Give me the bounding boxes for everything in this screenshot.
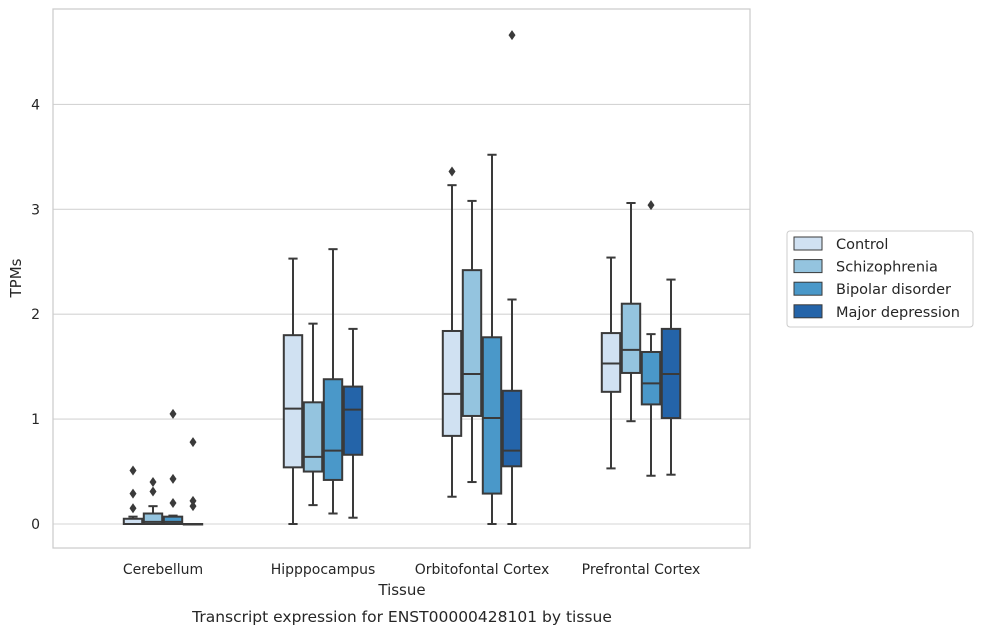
box: [600, 256, 622, 470]
y-axis-label: TPMs: [7, 258, 25, 298]
box: [322, 248, 344, 515]
outlier-point: [169, 473, 177, 484]
y-tick-label: 1: [31, 412, 40, 428]
y-tick-label: 4: [31, 97, 40, 113]
x-tick-label: Prefrontal Cortex: [582, 562, 701, 578]
box: [142, 477, 164, 526]
box: [501, 30, 523, 525]
outlier-point: [189, 495, 197, 506]
y-tick-label: 0: [31, 517, 40, 533]
legend-label: Bipolar disorder: [836, 282, 951, 298]
x-tick-label: Orbitofontal Cortex: [415, 562, 550, 578]
box-body: [142, 512, 164, 526]
box-body: [162, 515, 184, 525]
box: [162, 408, 184, 525]
legend-swatch: [793, 259, 823, 274]
grid-lines: [53, 103, 750, 525]
box: [620, 202, 642, 423]
box: [441, 166, 463, 498]
box-body: [461, 269, 483, 417]
legend-swatch: [793, 281, 823, 296]
box: [461, 199, 483, 484]
y-axis-ticks: 0 1 2 3 4: [31, 97, 40, 533]
series-major-depression: [182, 30, 682, 526]
box-body: [342, 385, 364, 456]
legend-label: Major depression: [836, 305, 960, 321]
box-body: [620, 302, 642, 374]
box: [282, 257, 304, 525]
box-body: [322, 378, 344, 481]
x-tick-label: Cerebellum: [123, 562, 203, 578]
legend-frame: [786, 230, 974, 328]
box: [182, 437, 204, 526]
box-body: [640, 350, 662, 406]
box-body: [441, 329, 463, 437]
outlier-point: [129, 465, 137, 476]
series-schizophrenia: [142, 199, 642, 526]
box-body: [481, 336, 503, 495]
box-body: [600, 332, 622, 393]
y-tick-label: 2: [31, 307, 40, 323]
legend-swatch: [793, 236, 823, 251]
box: [122, 465, 144, 526]
outlier-point: [149, 486, 157, 497]
legend-label: Control: [836, 237, 888, 253]
outlier-point: [169, 408, 177, 419]
y-tick-label: 3: [31, 202, 40, 218]
outlier-point: [129, 488, 137, 499]
box-body: [282, 334, 304, 469]
series-bipolar-disorder: [162, 153, 662, 525]
x-tick-label: Hipppocampus: [271, 562, 376, 578]
outlier-point: [149, 477, 157, 488]
box-body: [302, 401, 324, 473]
series-control: [122, 166, 622, 526]
box: [481, 153, 503, 525]
figure-caption: Transcript expression for ENST0000042810…: [191, 608, 612, 626]
box: [660, 278, 682, 476]
legend-label: Schizophrenia: [836, 260, 938, 276]
outlier-point: [129, 503, 137, 514]
box-body: [501, 389, 523, 468]
outlier-point: [508, 30, 516, 41]
x-axis-label: Tissue: [377, 581, 425, 599]
box: [302, 322, 324, 507]
outlier-point: [189, 501, 197, 512]
legend: Control Schizophrenia Bipolar disorder Majo…: [786, 230, 974, 328]
legend-swatch: [793, 304, 823, 319]
box: [640, 200, 662, 477]
box: [342, 327, 364, 519]
plot-frame: [52, 8, 751, 549]
x-axis-ticks: Cerebellum Hipppocampus Orbitofontal Corte…: [123, 562, 700, 578]
outlier-point: [189, 437, 197, 448]
box-series: [122, 30, 682, 526]
outlier-point: [448, 166, 456, 177]
outlier-point: [169, 498, 177, 509]
outlier-point: [647, 200, 655, 211]
